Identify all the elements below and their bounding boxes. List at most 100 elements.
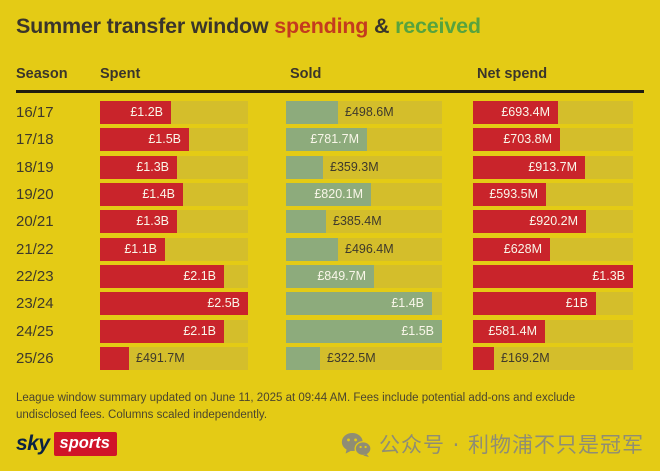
sold-bar [286,346,320,370]
net-cell: £913.7M [473,155,633,179]
table-row: 18/19 £1.3B £359.3M £913.7M [16,154,644,181]
table-row: 25/26 £491.7M £322.5M £169.2M [16,345,644,372]
sold-cell: £385.4M [286,210,473,234]
spent-bar [100,128,189,152]
spent-cell: £2.1B [100,319,286,343]
net-bar-value: £581.4M [488,323,537,338]
bottom-bar: sky sports 公众号 · 利物浦不只是冠军 [16,429,644,459]
table-row: 21/22 £1.1B £496.4M £628M [16,235,644,262]
spent-bar [100,237,165,261]
sold-bar-value: £820.1M [314,187,363,202]
net-cell: £169.2M [473,346,633,370]
net-bar [473,155,585,179]
sold-cell: £498.6M [286,101,473,125]
net-cell: £1.3B [473,264,633,288]
net-bar [473,292,596,316]
net-bar [473,237,550,261]
net-cell: £920.2M [473,210,633,234]
sold-cell: £322.5M [286,346,473,370]
sold-cell: £781.7M [286,128,473,152]
net-bar [473,128,560,152]
sold-bar-track: £1.4B [286,292,442,316]
net-bar-value: £693.4M [501,105,550,120]
sold-bar [286,237,338,261]
net-bar-value: £913.7M [528,159,577,174]
net-bar-track: £628M [473,237,633,261]
spent-bar-value: £491.7M [136,350,185,365]
net-bar-value: £920.2M [529,214,578,229]
net-bar-value: £1B [565,296,588,311]
net-bar-track: £1.3B [473,264,633,288]
spent-cell: £1.4B [100,183,286,207]
sold-bar-value: £781.7M [310,132,359,147]
net-bar-track: £703.8M [473,128,633,152]
sold-bar-track: £322.5M [286,346,442,370]
sold-bar-value: £359.3M [330,159,379,174]
bar-rows: 16/17 £1.2B £498.6M £693.4M 17/18 £1.5B £781.7… [16,99,644,372]
spent-bar-value: £1.3B [136,214,169,229]
spent-bar-track: £1.2B [100,101,248,125]
spent-bar-value: £1.2B [130,105,163,120]
spent-bar-value: £2.1B [183,323,216,338]
table-row: 16/17 £1.2B £498.6M £693.4M [16,99,644,126]
net-bar-track: £593.5M [473,183,633,207]
column-header-season: Season [16,66,68,82]
sold-bar-value: £849.7M [317,268,366,283]
spent-bar-track: £2.1B [100,319,248,343]
spent-bar-track: £1.4B [100,183,248,207]
column-header-spent: Spent [100,66,141,82]
sold-bar-value: £498.6M [345,105,394,120]
sold-bar-track: £820.1M [286,183,442,207]
sold-bar-track: £498.6M [286,101,442,125]
net-bar [473,264,633,288]
net-bar-value: £1.3B [592,268,625,283]
net-cell: £628M [473,237,633,261]
sold-cell: £1.4B [286,292,473,316]
sold-bar [286,183,371,207]
spent-bar [100,155,177,179]
spent-bar [100,101,171,125]
footnote: League window summary updated on June 11… [16,391,576,421]
spent-bar-track: £1.1B [100,237,248,261]
spent-cell: £491.7M [100,346,286,370]
spent-bar [100,264,224,288]
season-label: 20/21 [16,213,54,231]
spent-cell: £1.5B [100,128,286,152]
sold-bar [286,101,338,125]
table-row: 19/20 £1.4B £820.1M £593.5M [16,181,644,208]
sold-bar [286,155,323,179]
title-ampersand: & [374,14,390,38]
sold-bar [286,319,442,343]
sold-cell: £496.4M [286,237,473,261]
column-header-sold: Sold [290,66,322,82]
table-row: 17/18 £1.5B £781.7M £703.8M [16,126,644,153]
title-spending-text: spending [274,14,369,38]
page-title: Summer transfer window spending & receiv… [16,14,644,39]
season-label: 23/24 [16,295,54,313]
spent-bar-track: £1.3B [100,210,248,234]
spent-cell: £1.3B [100,210,286,234]
sold-bar-track: £849.7M [286,264,442,288]
net-bar-value: £628M [503,241,542,256]
sold-bar-track: £359.3M [286,155,442,179]
net-cell: £693.4M [473,101,633,125]
season-label: 21/22 [16,240,54,258]
sold-bar-value: £322.5M [327,350,376,365]
sold-cell: £1.5B [286,319,473,343]
season-label: 19/20 [16,186,54,204]
table-row: 20/21 £1.3B £385.4M £920.2M [16,208,644,235]
net-bar [473,101,558,125]
sold-cell: £359.3M [286,155,473,179]
season-label: 25/26 [16,349,54,367]
spent-bar-value: £2.1B [183,268,216,283]
net-bar-track: £920.2M [473,210,633,234]
sky-sports-logo: sky sports [16,432,117,456]
column-headers: Season Spent Sold Net spend [16,66,644,93]
spent-bar [100,319,224,343]
sold-bar [286,292,432,316]
spent-bar-value: £1.1B [124,241,157,256]
table-row: 23/24 £2.5B £1.4B £1B [16,290,644,317]
spent-cell: £1.2B [100,101,286,125]
sold-cell: £849.7M [286,264,473,288]
spent-bar-track: £1.5B [100,128,248,152]
